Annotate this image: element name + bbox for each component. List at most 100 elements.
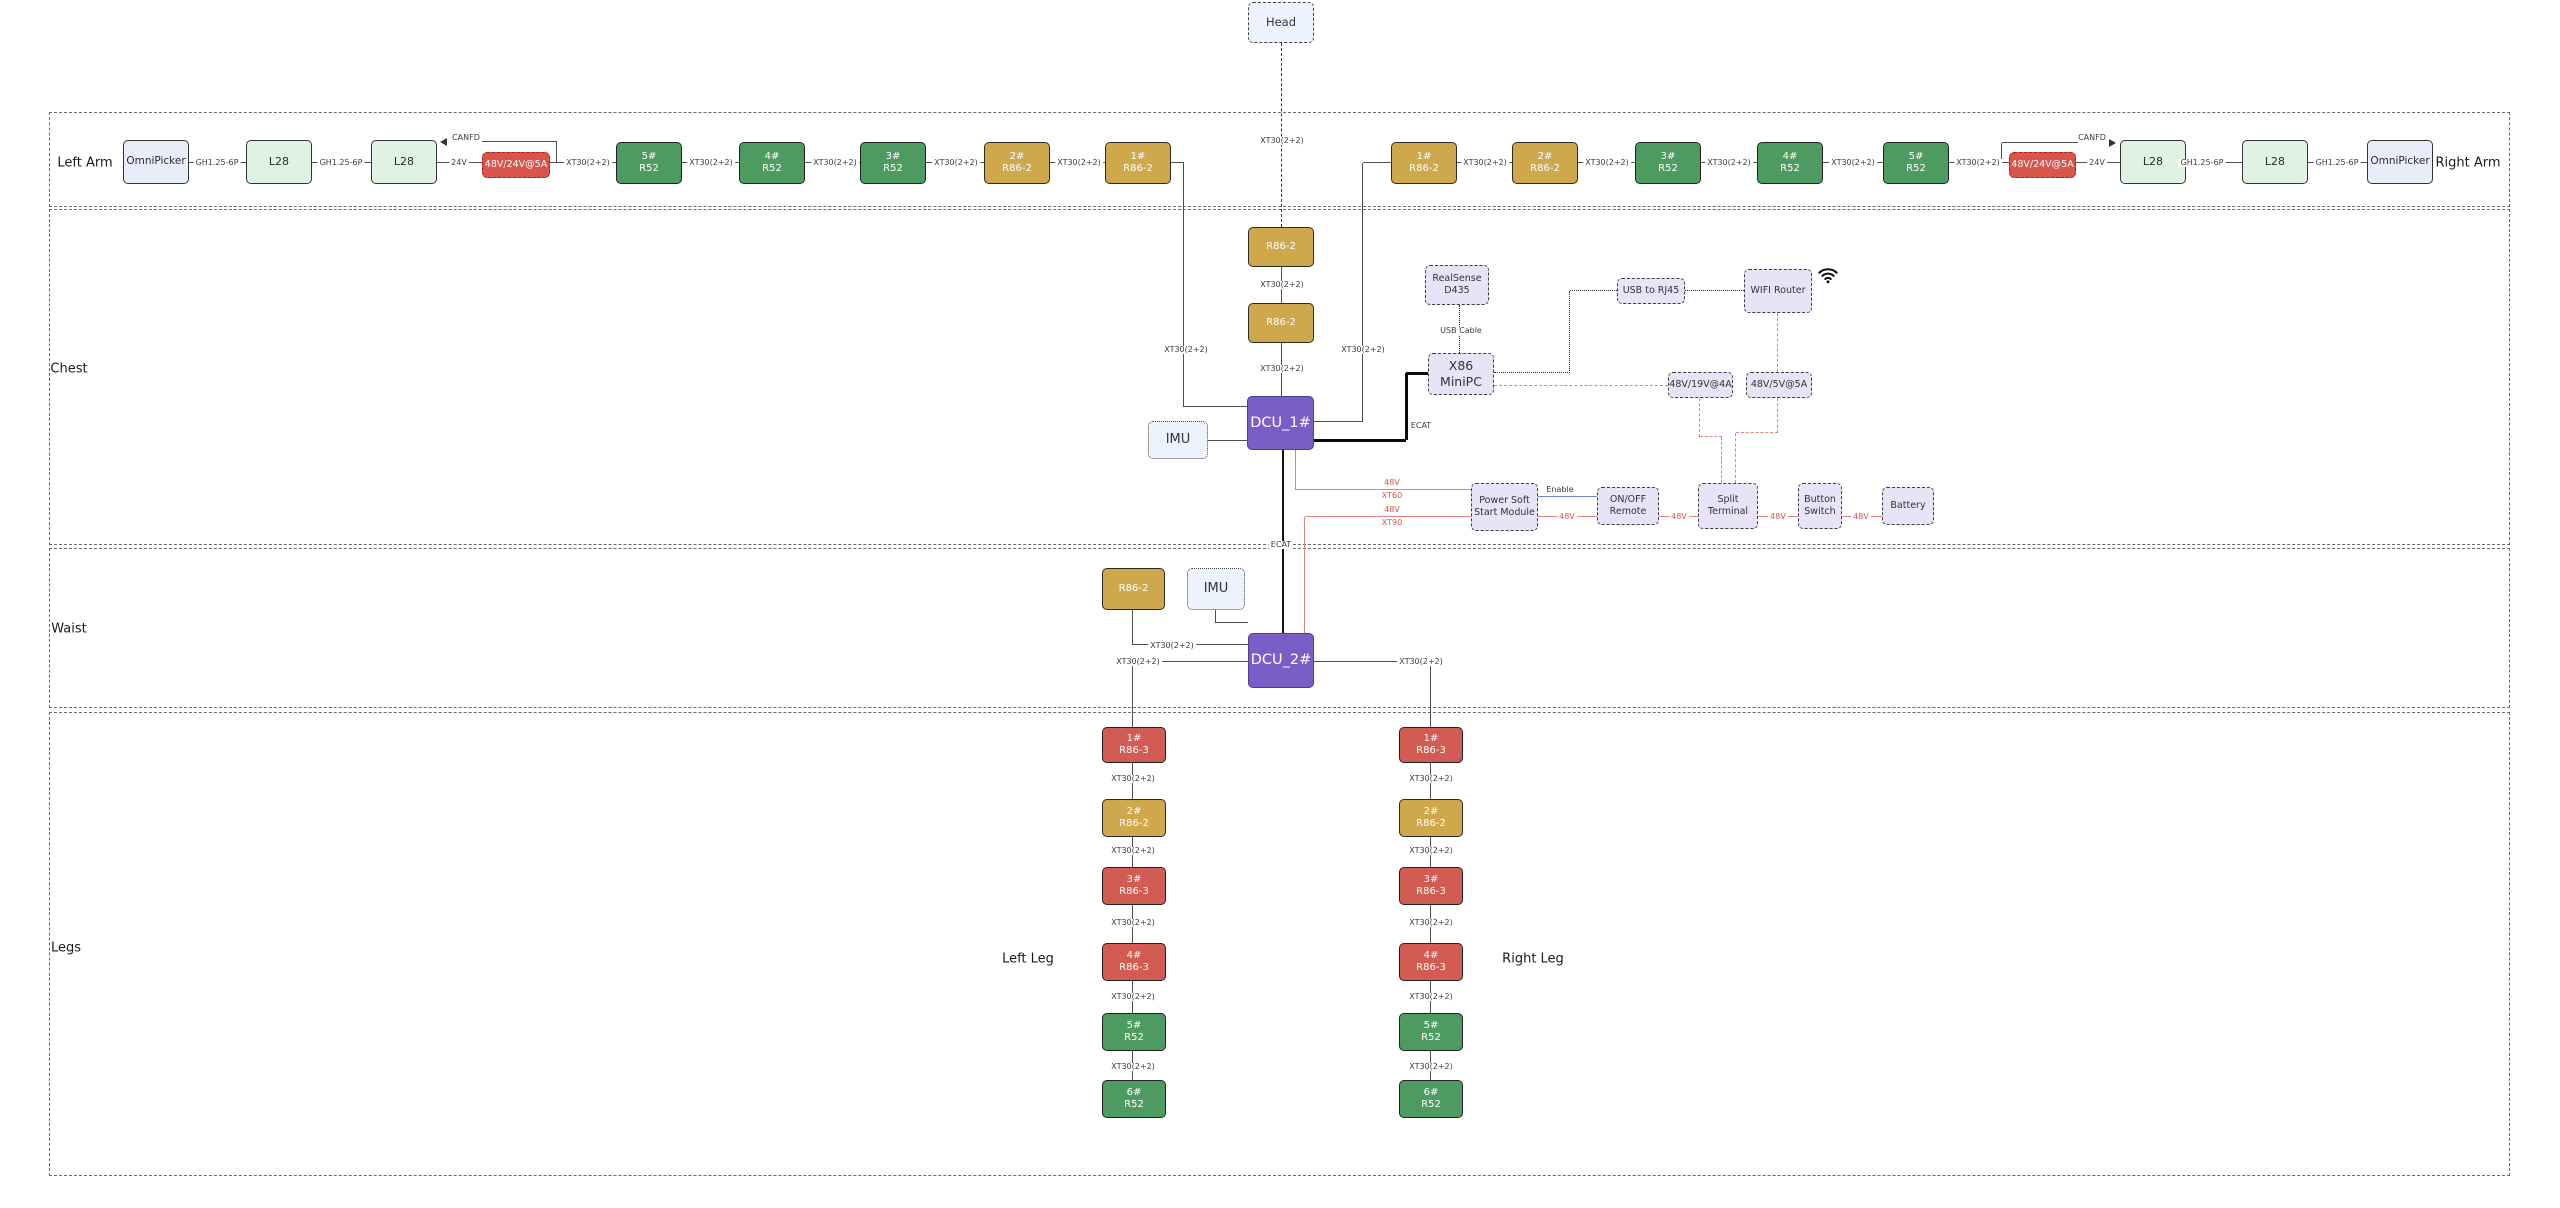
node-r52-right-3: 3# R52	[1635, 142, 1701, 184]
label-xt30-2-2-: XT30(2+2)	[1258, 364, 1306, 373]
canfd-arrowhead	[2109, 139, 2116, 147]
connector	[1304, 517, 1305, 633]
node-l28-left-outer: L28	[246, 140, 312, 184]
label-xt30-2-2-: XT30(2+2)	[1109, 774, 1157, 783]
connector	[1538, 496, 1597, 497]
label-xt30-2-2-: XT30(2+2)	[1258, 136, 1306, 145]
connector	[1183, 163, 1184, 407]
connector	[1494, 372, 1570, 373]
node-chest-r86-a: R86-2	[1248, 227, 1314, 267]
node-r52-left-5: 5# R52	[616, 142, 682, 184]
node-r86-right-2: 2# R86-2	[1512, 142, 1578, 184]
node-r86-right-1: 1# R86-2	[1391, 142, 1457, 184]
connector	[1208, 440, 1247, 441]
label-48v: 48V	[1851, 512, 1871, 521]
node-imu-waist: IMU	[1187, 568, 1245, 610]
label-legs: Legs	[50, 940, 82, 956]
connector	[2002, 142, 2078, 143]
connector	[1295, 450, 1296, 490]
label-xt30-2-2-: XT30(2+2)	[1461, 158, 1509, 167]
wifi-icon	[1818, 268, 1838, 284]
node-r86-left-1: 1# R86-2	[1105, 142, 1171, 184]
label-xt30-2-2-: XT30(2+2)	[1114, 657, 1162, 666]
label-xt30-2-2-: XT30(2+2)	[1583, 158, 1631, 167]
node-chest-r86-b: R86-2	[1248, 303, 1314, 343]
connector	[1699, 398, 1700, 437]
node-onoff-remote: ON/OFF Remote	[1597, 487, 1659, 525]
node-dcu1: DCU_1#	[1247, 396, 1314, 450]
canfd-arrowhead	[440, 138, 447, 146]
label-48v: 48V	[1557, 512, 1577, 521]
label-ecat: ECAT	[1410, 421, 1432, 430]
node-right-leg-3: 3# R86-3	[1399, 867, 1463, 905]
label-xt30-2-2-: XT30(2+2)	[1109, 846, 1157, 855]
connector	[1570, 290, 1617, 291]
connector	[1777, 313, 1778, 372]
node-l28-right-outer: L28	[2242, 140, 2308, 184]
label-xt30-2-2-: XT30(2+2)	[811, 158, 859, 167]
node-right-leg-1: 1# R86-3	[1399, 727, 1463, 763]
label-right-arm: Right Arm	[2435, 155, 2501, 171]
node-omnipicker-left: OmniPicker	[123, 140, 189, 184]
label-xt30-2-2-: XT30(2+2)	[1705, 158, 1753, 167]
connector	[1777, 398, 1778, 433]
label-xt30-2-2-: XT30(2+2)	[1339, 345, 1387, 354]
label-xt30-2-2-: XT30(2+2)	[1407, 846, 1455, 855]
label-48v: 48V	[1384, 478, 1400, 487]
label-24v: 24V	[2087, 158, 2107, 167]
label-xt30-2-2-: XT30(2+2)	[1407, 918, 1455, 927]
node-r86-left-2: 2# R86-2	[984, 142, 1050, 184]
node-omnipicker-right: OmniPicker	[2367, 140, 2433, 184]
label-canfd: CANFD	[450, 133, 482, 142]
label-usb-cable: USB Cable	[1438, 326, 1484, 335]
label-xt30-2-2-: XT30(2+2)	[687, 158, 735, 167]
label-gh1-25-6p: GH1.25-6P	[2178, 158, 2226, 167]
label-waist: Waist	[51, 621, 87, 637]
node-conv-19v: 48V/19V@4A	[1668, 372, 1733, 398]
connector	[1363, 162, 1391, 163]
node-psu-right-arm: 48V/24V@5A	[2009, 152, 2076, 178]
connector	[1314, 421, 1363, 422]
label-left-leg: Left Leg	[1002, 951, 1054, 967]
label-xt30-2-2-: XT30(2+2)	[564, 158, 612, 167]
node-battery: Battery	[1882, 487, 1934, 525]
label-48v: 48V	[1384, 505, 1400, 514]
label-xt30-2-2-: XT30(2+2)	[1407, 992, 1455, 1001]
label-chest: Chest	[50, 361, 88, 377]
label-xt30-2-2-: XT30(2+2)	[1109, 1062, 1157, 1071]
label-xt30-2-2-: XT30(2+2)	[1407, 774, 1455, 783]
node-head: Head	[1248, 2, 1314, 43]
label-gh1-25-6p: GH1.25-6P	[193, 158, 241, 167]
connector	[1171, 162, 1184, 163]
connector	[1362, 163, 1363, 422]
label-xt30-2-2-: XT30(2+2)	[1829, 158, 1877, 167]
connector	[1281, 43, 1282, 227]
label-48v: 48V	[1669, 512, 1689, 521]
connector	[1721, 437, 1722, 483]
label-xt30-2-2-: XT30(2+2)	[1258, 280, 1306, 289]
connector	[1132, 610, 1133, 645]
connector	[1700, 436, 1722, 437]
label-xt60: XT60	[1381, 491, 1403, 500]
connector	[1494, 385, 1668, 386]
node-right-leg-6: 6# R52	[1399, 1080, 1463, 1118]
connector	[1314, 661, 1431, 662]
node-r52-left-4: 4# R52	[739, 142, 805, 184]
section-arms	[49, 112, 2510, 207]
label-ecat: ECAT	[1268, 540, 1294, 549]
label-xt30-2-2-: XT30(2+2)	[1397, 657, 1445, 666]
node-left-leg-6: 6# R52	[1102, 1080, 1166, 1118]
label-canfd: CANFD	[2076, 133, 2108, 142]
node-right-leg-4: 4# R86-3	[1399, 943, 1463, 981]
connector	[1430, 662, 1431, 727]
node-usb-rj45: USB to RJ45	[1617, 278, 1685, 304]
connector	[1406, 372, 1428, 375]
connector	[1133, 661, 1248, 662]
node-conv-5v: 48V/5V@5A	[1746, 372, 1812, 398]
node-left-leg-2: 2# R86-2	[1102, 799, 1166, 837]
label-gh1-25-6p: GH1.25-6P	[2313, 158, 2361, 167]
connector	[1736, 432, 1778, 433]
connector	[1405, 373, 1408, 440]
node-l28-left-inner: L28	[371, 140, 437, 184]
